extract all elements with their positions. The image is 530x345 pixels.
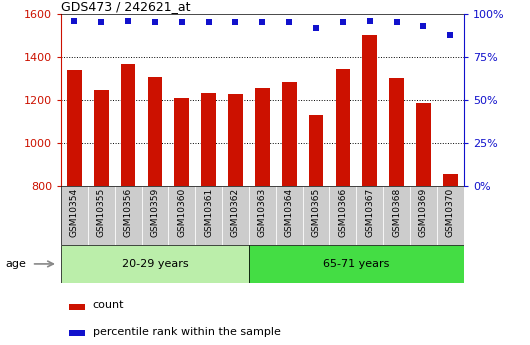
Text: GSM10360: GSM10360 (178, 188, 186, 237)
Bar (249, 186, 276, 245)
Bar (249, 245, 464, 283)
Text: GSM10363: GSM10363 (258, 188, 267, 237)
Bar (88, 186, 114, 245)
Bar (201, 92, 216, 186)
Bar (303, 186, 330, 245)
Bar (169, 186, 195, 245)
Point (366, 18, 374, 23)
Text: GDS473 / 242621_at: GDS473 / 242621_at (61, 0, 190, 13)
Text: GSM10367: GSM10367 (365, 188, 374, 237)
Bar (363, 36, 377, 186)
Point (178, 20, 186, 25)
Bar (94, 90, 109, 186)
Point (258, 20, 267, 25)
Bar (228, 93, 243, 186)
Text: GSM10356: GSM10356 (123, 188, 132, 237)
Bar (389, 79, 404, 186)
Text: GSM10369: GSM10369 (419, 188, 428, 237)
Bar (195, 186, 222, 245)
Text: age: age (5, 259, 26, 269)
Point (392, 20, 401, 25)
Text: percentile rank within the sample: percentile rank within the sample (93, 326, 280, 336)
Point (339, 20, 347, 25)
Bar (69, 331, 84, 336)
Bar (174, 98, 189, 186)
Bar (437, 186, 464, 245)
Text: GSM10359: GSM10359 (151, 188, 160, 237)
Bar (410, 186, 437, 245)
Bar (383, 186, 410, 245)
Point (285, 20, 294, 25)
Bar (308, 115, 323, 186)
Text: GSM10370: GSM10370 (446, 188, 455, 237)
Text: GSM10365: GSM10365 (312, 188, 321, 237)
Text: GSM10366: GSM10366 (339, 188, 347, 237)
Bar (255, 88, 270, 186)
Bar (222, 186, 249, 245)
Point (205, 20, 213, 25)
Point (124, 18, 132, 23)
Bar (69, 304, 84, 310)
Bar (282, 82, 297, 186)
Text: GSM10368: GSM10368 (392, 188, 401, 237)
Point (446, 32, 455, 37)
Text: GSM10354: GSM10354 (70, 188, 79, 237)
Text: GSM10364: GSM10364 (285, 188, 294, 237)
Point (231, 20, 240, 25)
Point (312, 25, 320, 30)
Point (419, 23, 428, 29)
Bar (356, 186, 383, 245)
Bar (61, 245, 249, 283)
Point (70, 18, 78, 23)
Point (151, 20, 159, 25)
Bar (276, 186, 303, 245)
Bar (114, 186, 142, 245)
Bar (443, 175, 458, 186)
Bar (61, 186, 88, 245)
Bar (121, 65, 136, 186)
Point (97, 20, 105, 25)
Text: GSM10361: GSM10361 (204, 188, 213, 237)
Text: GSM10355: GSM10355 (97, 188, 105, 237)
Text: 20-29 years: 20-29 years (121, 259, 188, 269)
Bar (335, 69, 350, 186)
Text: GSM10362: GSM10362 (231, 188, 240, 237)
Bar (147, 77, 162, 186)
Text: 65-71 years: 65-71 years (323, 259, 390, 269)
Bar (416, 103, 431, 186)
Bar (142, 186, 169, 245)
Bar (330, 186, 356, 245)
Bar (67, 70, 82, 186)
Text: count: count (93, 300, 124, 310)
